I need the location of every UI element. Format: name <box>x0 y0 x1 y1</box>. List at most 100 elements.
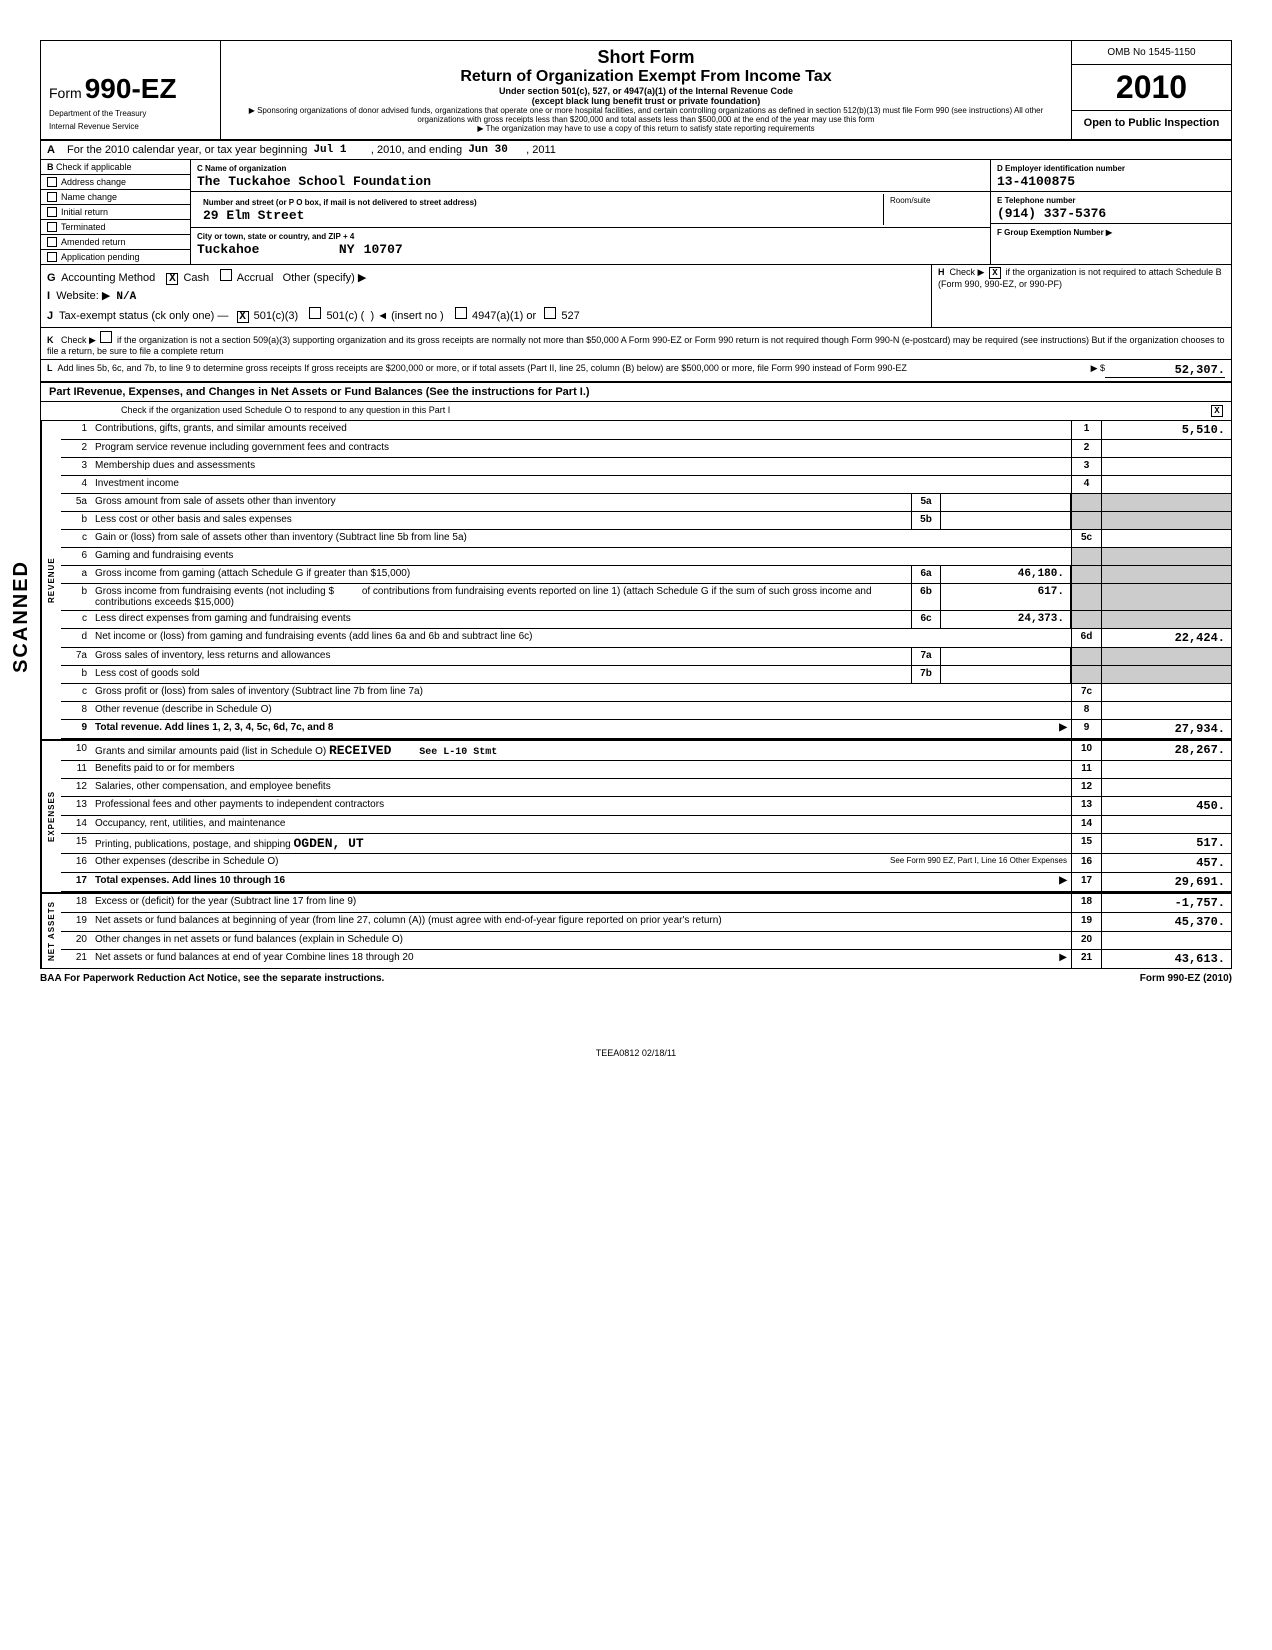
f-arrow: ▶ <box>1106 228 1112 237</box>
label-terminated: Terminated <box>61 222 106 232</box>
revenue-side-label: REVENUE <box>41 421 61 739</box>
l11-val <box>1101 761 1231 778</box>
check-4947[interactable] <box>455 307 467 319</box>
l1-desc: Contributions, gifts, grants, and simila… <box>91 421 1071 439</box>
l5a-valshade <box>1101 494 1231 511</box>
title-short-form: Short Form <box>233 47 1059 68</box>
l12-endnum: 12 <box>1071 779 1101 796</box>
l10-desc: Grants and similar amounts paid (list in… <box>91 741 1071 760</box>
l4-num: 4 <box>61 476 91 493</box>
l6b-endshade <box>1071 584 1101 610</box>
l7b-midval <box>941 666 1071 683</box>
row-a-tax-year: A For the 2010 calendar year, or tax yea… <box>41 141 1231 160</box>
label-c: C <box>197 164 203 173</box>
l7a-num: 7a <box>61 648 91 665</box>
subtitle-code: Under section 501(c), 527, or 4947(a)(1)… <box>233 86 1059 96</box>
l17-val: 29,691. <box>1101 873 1231 891</box>
l-arrow: ▶ $ <box>1091 363 1105 378</box>
l20-num: 20 <box>61 932 91 949</box>
l7a-valshade <box>1101 648 1231 665</box>
l6-desc: Gaming and fundraising events <box>91 548 1071 565</box>
check-pending[interactable] <box>47 252 57 262</box>
label-k: K <box>47 335 54 345</box>
l13-num: 13 <box>61 797 91 815</box>
l14-num: 14 <box>61 816 91 833</box>
label-city: City or town, state or country, and ZIP … <box>197 232 354 241</box>
label-accrual: Accrual <box>237 272 274 284</box>
l4-endnum: 4 <box>1071 476 1101 493</box>
check-501c[interactable] <box>309 307 321 319</box>
l5b-midval <box>941 512 1071 529</box>
part1-label: Part I <box>49 386 77 398</box>
l13-val: 450. <box>1101 797 1231 815</box>
l6c-midval: 24,373. <box>941 611 1071 628</box>
l18-endnum: 18 <box>1071 894 1101 912</box>
l5c-num: c <box>61 530 91 547</box>
begin-date: Jul 1 <box>313 144 346 156</box>
header-note2: ▶ The organization may have to use a cop… <box>233 124 1059 133</box>
l7b-midnum: 7b <box>911 666 941 683</box>
label-a: A <box>47 144 67 156</box>
baa-text: BAA For Paperwork Reduction Act Notice, … <box>40 973 384 984</box>
header-center: Short Form Return of Organization Exempt… <box>221 41 1071 139</box>
k-desc: if the organization is not a section 509… <box>47 335 1225 356</box>
l7a-midval <box>941 648 1071 665</box>
label-j: J <box>47 310 53 322</box>
header-note1: ▶ Sponsoring organizations of donor advi… <box>233 106 1059 124</box>
check-accrual[interactable] <box>220 269 232 281</box>
check-h-sched-b[interactable]: X <box>989 267 1001 279</box>
row-a-mid: , 2010, and ending <box>371 144 462 156</box>
end-date: Jun 30 <box>468 144 508 156</box>
l5b-num: b <box>61 512 91 529</box>
l5c-val <box>1101 530 1231 547</box>
col-def: D Employer identification number 13-4100… <box>991 160 1231 264</box>
l6-valshade <box>1101 548 1231 565</box>
l8-num: 8 <box>61 702 91 719</box>
l8-val <box>1101 702 1231 719</box>
l7c-desc: Gross profit or (loss) from sales of inv… <box>91 684 1071 701</box>
open-inspection: Open to Public Inspection <box>1072 111 1231 135</box>
col-c-org-info: C Name of organization The Tuckahoe Scho… <box>191 160 991 264</box>
org-name: The Tuckahoe School Foundation <box>197 174 431 189</box>
scanned-stamp: SCANNED <box>10 560 33 673</box>
check-k[interactable] <box>100 331 112 343</box>
l9-num: 9 <box>61 720 91 738</box>
check-name-change[interactable] <box>47 192 57 202</box>
form-990ez: Form 990-EZ Department of the Treasury I… <box>40 40 1232 969</box>
l7a-desc: Gross sales of inventory, less returns a… <box>91 648 911 665</box>
l5a-midnum: 5a <box>911 494 941 511</box>
l6c-valshade <box>1101 611 1231 628</box>
l20-endnum: 20 <box>1071 932 1101 949</box>
city-value: Tuckahoe <box>197 242 259 257</box>
check-amended[interactable] <box>47 237 57 247</box>
l-desc: Add lines 5b, 6c, and 7b, to line 9 to d… <box>58 363 1091 378</box>
label-address-change: Address change <box>61 177 126 187</box>
check-501c3[interactable]: X <box>237 311 249 323</box>
l6b-midval: 617. <box>941 584 1071 610</box>
l5a-midval <box>941 494 1071 511</box>
l16-note: See Form 990 EZ, Part I, Line 16 Other E… <box>890 856 1067 865</box>
label-e: E <box>997 196 1002 205</box>
label-4947: 4947(a)(1) or <box>472 310 536 322</box>
l7b-desc: Less cost of goods sold <box>91 666 911 683</box>
l21-val: 43,613. <box>1101 950 1231 968</box>
title-return: Return of Organization Exempt From Incom… <box>233 68 1059 86</box>
l8-endnum: 8 <box>1071 702 1101 719</box>
l14-val <box>1101 816 1231 833</box>
label-insert-no: ) ◄ (insert no ) <box>370 310 443 322</box>
l7b-endshade <box>1071 666 1101 683</box>
check-527[interactable] <box>544 307 556 319</box>
l7c-endnum: 7c <box>1071 684 1101 701</box>
l5b-midnum: 5b <box>911 512 941 529</box>
check-cash[interactable]: X <box>166 273 178 285</box>
check-terminated[interactable] <box>47 222 57 232</box>
check-initial-return[interactable] <box>47 207 57 217</box>
l6a-valshade <box>1101 566 1231 583</box>
check-address-change[interactable] <box>47 177 57 187</box>
l11-endnum: 11 <box>1071 761 1101 778</box>
label-cash: Cash <box>183 272 209 284</box>
l17-num: 17 <box>61 873 91 891</box>
l6a-midnum: 6a <box>911 566 941 583</box>
l6c-midnum: 6c <box>911 611 941 628</box>
check-o-box[interactable]: X <box>1211 405 1223 417</box>
